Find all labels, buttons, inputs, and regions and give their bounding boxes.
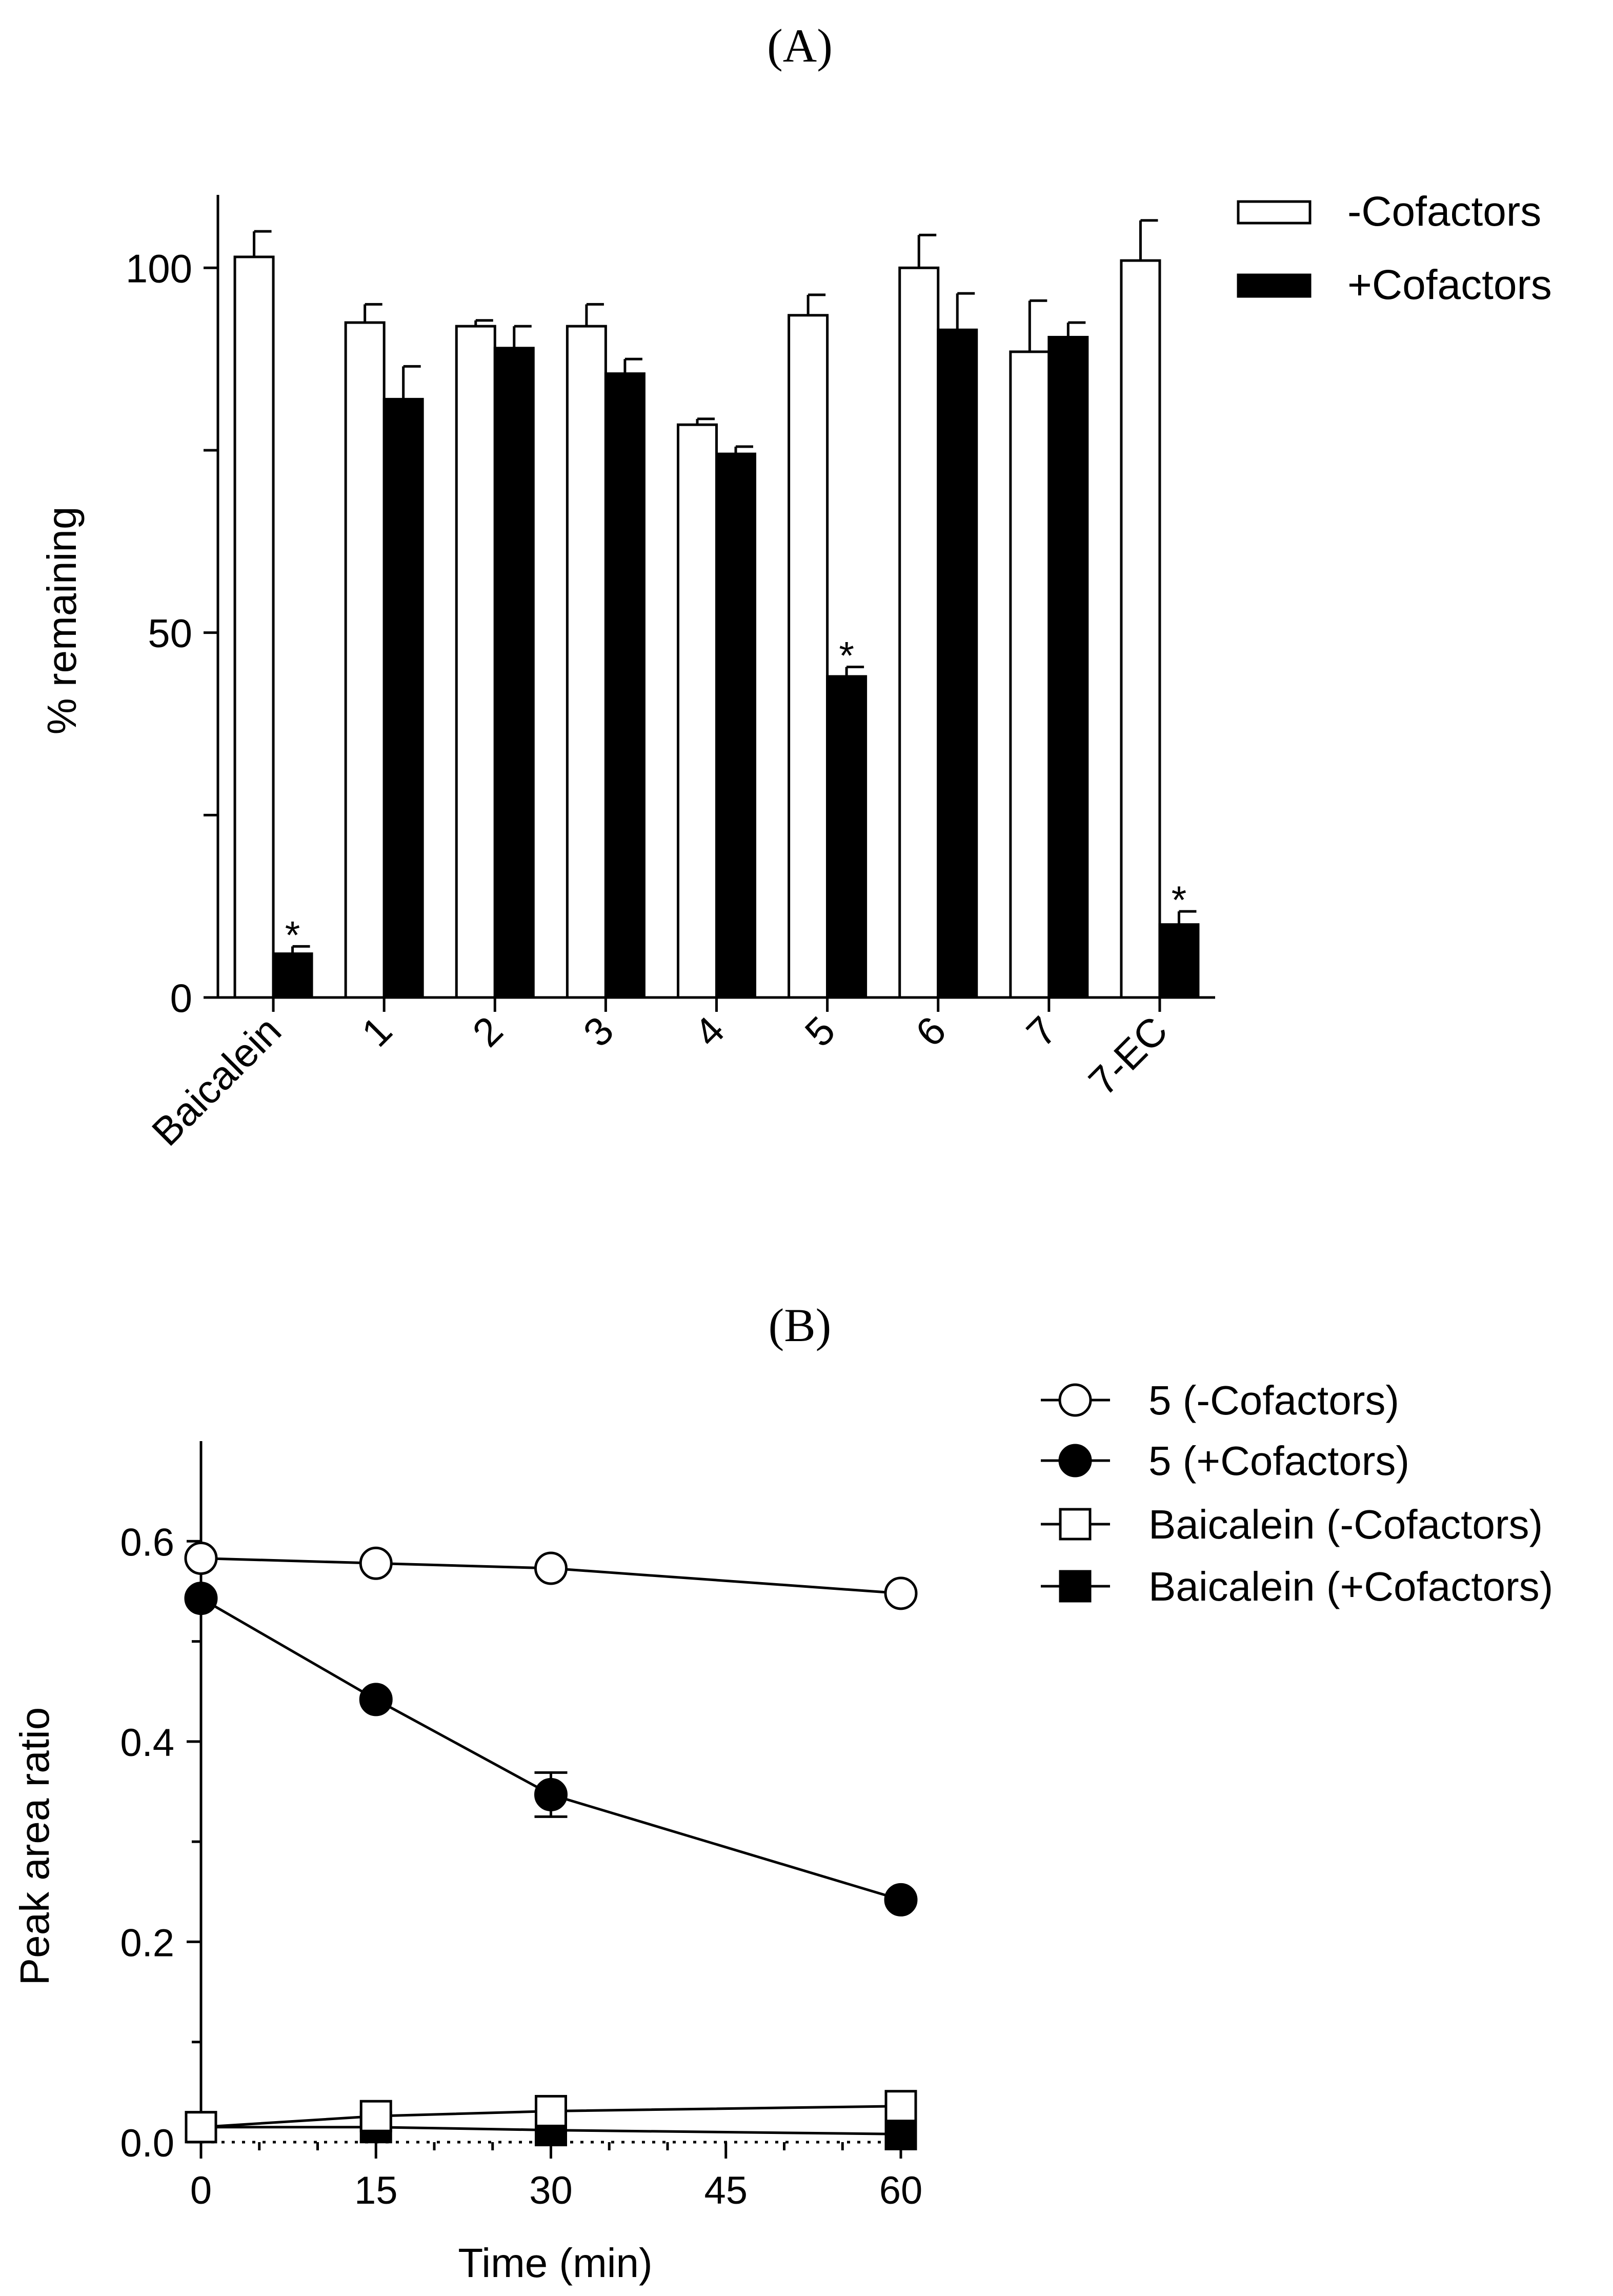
x-tick-label-a: 7-EC: [1080, 1008, 1176, 1104]
bar-minus-cofactors: [233, 255, 275, 999]
bar-plus-cofactors: [826, 675, 868, 999]
legend-label-b: Baicalein (+Cofactors): [1148, 1564, 1553, 1609]
y-tick-label-b: 0.6: [120, 1521, 174, 1564]
x-axis-title-b: Time (min): [458, 2240, 652, 2286]
legend-marker-circle: [1058, 1444, 1092, 1478]
legend-marker-square: [1059, 1570, 1092, 1603]
data-point-circle: [884, 1883, 918, 1916]
data-point-circle: [184, 1541, 218, 1575]
series-line-b: [201, 2126, 901, 2135]
y-tick-label-a: 0: [170, 975, 192, 1021]
panel-a-label: (A): [767, 19, 833, 72]
bar-chart-a: % remaining 0 50 100 Baicalein 1 2 3 4 5 6 7 7-EC *…: [39, 188, 1552, 1154]
bar-plus-cofactors: [382, 397, 424, 999]
bar-minus-cofactors: [566, 325, 607, 999]
data-point-circle: [359, 1546, 393, 1580]
x-tick-label-a: Baicalein: [143, 1008, 290, 1154]
series-line-b: [200, 1556, 901, 1595]
x-tick-label-b: 45: [704, 2169, 748, 2212]
legend-swatch-minus-cofactors: [1237, 200, 1312, 225]
x-tick-label-a: 2: [463, 1008, 511, 1055]
bar-minus-cofactors: [898, 266, 940, 999]
bar-minus-cofactors: [1120, 259, 1161, 999]
x-tick-label-a: 7: [1018, 1008, 1065, 1055]
legend-a: -Cofactors +Cofactors: [1237, 188, 1552, 308]
x-tick-label-b: 60: [879, 2169, 923, 2212]
legend-label-b: Baicalein (-Cofactors): [1148, 1502, 1543, 1547]
significance-marker: *: [285, 913, 300, 957]
bar-plus-cofactors: [1047, 335, 1089, 999]
legend-marker-circle: [1058, 1383, 1092, 1417]
x-tick-label-b: 30: [529, 2169, 573, 2212]
data-point-circle: [534, 1551, 568, 1585]
x-tick-label-a: 4: [685, 1008, 733, 1055]
data-point-square: [884, 2090, 917, 2123]
x-tick-label-a: 5: [796, 1008, 844, 1055]
bar-minus-cofactors: [1009, 350, 1051, 999]
legend-label-minus-cofactors: -Cofactors: [1347, 188, 1541, 235]
x-tick-label-b: 0: [190, 2169, 212, 2212]
bar-minus-cofactors: [677, 423, 718, 999]
x-tick-label-a: 3: [575, 1008, 622, 1055]
data-point-square: [884, 2118, 917, 2150]
x-tick-label-a: 1: [353, 1008, 400, 1055]
data-point-circle: [884, 1576, 918, 1610]
bar-plus-cofactors: [493, 347, 535, 999]
legend-label-b: 5 (+Cofactors): [1148, 1438, 1409, 1484]
data-point-circle: [534, 1778, 568, 1811]
y-axis-title-a: % remaining: [39, 507, 85, 735]
data-point-circle: [359, 1683, 393, 1716]
legend-label-plus-cofactors: +Cofactors: [1347, 262, 1552, 308]
bar-plus-cofactors: [1158, 923, 1200, 999]
data-point-circle: [184, 1582, 218, 1615]
line-chart-b: Peak area ratio Time (min) 0.00.20.40.60…: [12, 1377, 1553, 2286]
significance-marker: *: [1172, 879, 1187, 922]
y-tick-label-a: 50: [148, 611, 192, 656]
y-tick-label-b: 0.4: [120, 1721, 174, 1765]
legend-b: 5 (-Cofactors) 5 (+Cofactors) Baicalein (-…: [1041, 1377, 1553, 1609]
series-line-b: [200, 1597, 901, 1901]
bar-plus-cofactors: [715, 452, 756, 999]
y-axis-title-b: Peak area ratio: [12, 1707, 57, 1986]
bar-plus-cofactors: [937, 328, 978, 999]
y-tick-label-b: 0.2: [120, 1921, 174, 1965]
plot-area-b: [184, 1541, 918, 2150]
legend-label-b: 5 (-Cofactors): [1148, 1377, 1399, 1423]
bar-minus-cofactors: [344, 321, 386, 999]
y-tick-label-b: 0.0: [120, 2122, 174, 2165]
legend-swatch-plus-cofactors: [1237, 273, 1312, 298]
x-tick-label-a: 6: [907, 1008, 955, 1055]
bar-minus-cofactors: [788, 314, 829, 999]
bar-plus-cofactors: [272, 952, 313, 999]
y-tick-label-a: 100: [126, 246, 192, 291]
legend-marker-square: [1059, 1508, 1092, 1541]
bar-plus-cofactors: [604, 372, 646, 999]
bar-minus-cofactors: [455, 325, 496, 999]
data-point-square: [185, 2111, 217, 2144]
series-line-b: [200, 2105, 901, 2129]
data-point-square: [535, 2094, 567, 2127]
data-point-square: [359, 2100, 392, 2132]
bars-a: * * *: [233, 219, 1200, 999]
significance-marker: *: [839, 634, 854, 678]
panel-b-label: (B): [769, 1299, 832, 1351]
axes-b: 0.0 0.2 0.4 0.6 0 15 30 45 60: [120, 1441, 922, 2212]
x-tick-label-b: 15: [354, 2169, 398, 2212]
